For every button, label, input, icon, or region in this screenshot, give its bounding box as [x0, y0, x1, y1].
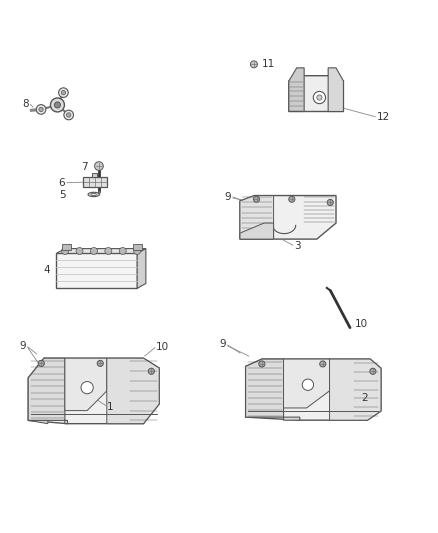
Polygon shape: [107, 358, 159, 424]
Circle shape: [38, 360, 44, 367]
Polygon shape: [246, 359, 381, 420]
Text: 4: 4: [43, 265, 49, 275]
Text: 6: 6: [59, 177, 65, 188]
Polygon shape: [328, 68, 343, 111]
Polygon shape: [28, 358, 67, 424]
Circle shape: [254, 196, 260, 203]
Circle shape: [81, 382, 93, 394]
Circle shape: [317, 95, 322, 100]
Circle shape: [320, 361, 326, 367]
Polygon shape: [65, 358, 107, 410]
Circle shape: [370, 368, 376, 374]
Circle shape: [289, 196, 295, 203]
Text: 7: 7: [81, 162, 88, 172]
Circle shape: [95, 161, 103, 171]
Circle shape: [134, 247, 141, 254]
Polygon shape: [240, 196, 274, 239]
Circle shape: [251, 61, 258, 68]
Polygon shape: [329, 359, 381, 420]
Polygon shape: [246, 359, 300, 420]
Ellipse shape: [88, 192, 99, 197]
Text: 9: 9: [19, 341, 26, 351]
Polygon shape: [57, 253, 137, 288]
Circle shape: [313, 92, 325, 103]
Circle shape: [119, 247, 126, 254]
Polygon shape: [289, 76, 343, 111]
Circle shape: [67, 113, 71, 117]
Circle shape: [39, 107, 43, 111]
Text: 11: 11: [262, 59, 275, 69]
Polygon shape: [28, 358, 159, 424]
FancyBboxPatch shape: [62, 244, 71, 251]
Text: 10: 10: [355, 319, 368, 329]
Circle shape: [54, 102, 60, 108]
Circle shape: [62, 247, 69, 254]
Circle shape: [302, 379, 314, 390]
Polygon shape: [57, 248, 146, 253]
Text: 12: 12: [377, 112, 390, 122]
Text: 8: 8: [22, 99, 29, 109]
Circle shape: [148, 368, 154, 374]
Polygon shape: [283, 359, 329, 408]
Circle shape: [259, 361, 265, 367]
Circle shape: [105, 247, 112, 254]
Circle shape: [50, 98, 64, 112]
Polygon shape: [28, 421, 48, 424]
Polygon shape: [240, 196, 336, 239]
Circle shape: [76, 247, 83, 254]
Polygon shape: [137, 248, 146, 288]
Ellipse shape: [91, 193, 96, 196]
Circle shape: [59, 88, 68, 98]
Text: 9: 9: [219, 339, 226, 349]
Circle shape: [327, 199, 333, 206]
Circle shape: [97, 360, 103, 367]
Circle shape: [61, 91, 66, 95]
Polygon shape: [289, 68, 304, 111]
Text: 3: 3: [294, 241, 301, 251]
Text: 9: 9: [225, 192, 231, 201]
FancyBboxPatch shape: [133, 244, 142, 251]
Text: 2: 2: [361, 393, 368, 403]
Circle shape: [36, 104, 46, 114]
Polygon shape: [92, 173, 97, 177]
Polygon shape: [82, 177, 106, 187]
Circle shape: [90, 247, 97, 254]
Text: 1: 1: [107, 402, 113, 412]
Text: 10: 10: [156, 342, 169, 352]
Circle shape: [64, 110, 74, 120]
Polygon shape: [240, 223, 274, 239]
Text: 5: 5: [59, 190, 65, 200]
